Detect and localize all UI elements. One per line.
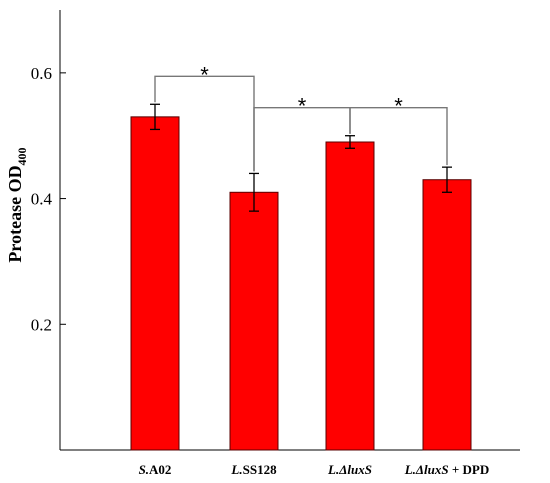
y-axis-title: Protease OD400 — [5, 147, 29, 262]
significance-brackets: * * * — [154, 62, 448, 172]
y-tick-label: 0.2 — [31, 315, 52, 334]
significance-bracket: * — [349, 94, 448, 166]
bar — [422, 179, 472, 451]
error-bar — [442, 166, 452, 193]
y-axis-title-subscript: 400 — [15, 147, 29, 165]
significance-star: * — [200, 62, 209, 87]
x-category-label: S.A02 — [139, 462, 172, 477]
bar — [229, 191, 279, 451]
significance-star: * — [298, 94, 307, 119]
error-bar — [249, 172, 259, 212]
error-bars — [150, 103, 452, 212]
y-tick-label: 0.4 — [31, 190, 53, 209]
significance-star: * — [394, 94, 403, 119]
error-bar — [150, 103, 160, 131]
category-labels: S.A02 L.SS128 L.ΔluxS L.ΔluxS + DPD — [139, 462, 490, 477]
y-tick-label: 0.6 — [31, 64, 52, 83]
y-ticks: 0.2 0.4 0.6 — [31, 64, 66, 334]
bar — [325, 141, 375, 451]
bars — [130, 116, 472, 451]
y-axis-title-main: Protease OD — [5, 165, 25, 262]
error-bar — [345, 135, 355, 149]
bar — [130, 116, 180, 451]
x-category-label: L.ΔluxS — [327, 462, 372, 477]
x-category-label: L.ΔluxS + DPD — [404, 462, 490, 477]
x-category-label: L.SS128 — [230, 462, 277, 477]
